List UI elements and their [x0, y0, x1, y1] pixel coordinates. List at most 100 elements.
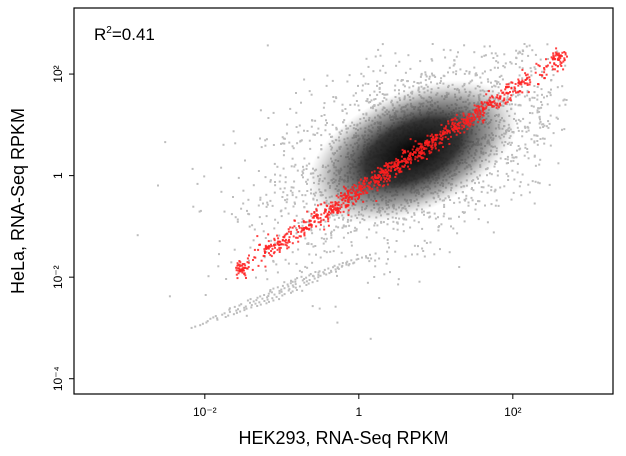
gene-point: [340, 251, 343, 254]
gene-point: [297, 131, 300, 134]
fit-point: [420, 143, 423, 146]
gene-point: [217, 265, 220, 268]
fit-point: [472, 114, 475, 117]
gene-point: [290, 291, 292, 294]
gene-point: [264, 237, 267, 239]
gene-point: [534, 53, 537, 56]
gene-point: [490, 189, 493, 192]
fit-point: [427, 143, 430, 146]
fit-point: [563, 57, 566, 60]
fit-point: [305, 227, 308, 230]
fit-point: [327, 220, 330, 223]
gene-point: [497, 61, 500, 64]
gene-point: [274, 173, 276, 176]
gene-point: [521, 85, 523, 88]
fit-point: [409, 155, 412, 158]
gene-point: [302, 200, 305, 203]
fit-point: [377, 180, 380, 183]
gene-point: [565, 99, 568, 101]
fit-point: [325, 204, 328, 207]
fit-point: [376, 182, 379, 185]
gene-point: [477, 218, 480, 221]
fit-point: [495, 104, 498, 107]
gene-point: [407, 54, 410, 57]
fit-point: [362, 191, 365, 194]
gene-point: [481, 72, 484, 75]
gene-point: [517, 118, 520, 121]
fit-point: [265, 248, 268, 250]
gene-point: [295, 214, 298, 217]
gene-point: [308, 222, 311, 225]
gene-point: [263, 256, 266, 259]
gene-point: [510, 141, 513, 144]
gene-point: [486, 174, 488, 177]
gene-point: [206, 320, 209, 323]
gene-point: [564, 64, 567, 67]
gene-point: [316, 279, 319, 282]
gene-point: [191, 167, 194, 170]
fit-point: [322, 218, 325, 221]
gene-point: [417, 245, 419, 248]
fit-point: [346, 205, 349, 208]
gene-point: [272, 144, 275, 146]
gene-point: [494, 80, 497, 83]
gene-point: [539, 126, 542, 129]
gene-point: [386, 239, 389, 241]
gene-point: [362, 75, 365, 78]
fit-point: [345, 194, 348, 197]
gene-point: [480, 190, 483, 193]
fit-point: [528, 76, 531, 79]
fit-point: [242, 266, 245, 269]
gene-point: [369, 101, 372, 103]
fit-point: [430, 133, 433, 136]
fit-point: [236, 277, 239, 280]
gene-point: [455, 55, 458, 58]
gene-point: [216, 317, 219, 320]
fit-point: [526, 76, 529, 79]
gene-point: [317, 273, 320, 276]
gene-point: [467, 204, 470, 207]
gene-point: [479, 76, 482, 79]
gene-point: [465, 70, 468, 73]
gene-point: [457, 51, 459, 54]
gene-point: [284, 176, 287, 179]
gene-point: [457, 197, 460, 200]
fit-point: [459, 121, 462, 124]
gene-point: [534, 164, 537, 167]
fit-point: [264, 246, 267, 249]
fit-point: [468, 125, 471, 128]
fit-point: [433, 138, 436, 141]
fit-point: [276, 240, 279, 243]
gene-point: [283, 287, 286, 290]
fit-point: [383, 170, 386, 173]
fit-point: [441, 138, 444, 141]
gene-point: [468, 70, 471, 73]
gene-point: [416, 82, 419, 84]
gene-point: [484, 204, 486, 207]
gene-point: [526, 91, 529, 94]
gene-point: [536, 140, 539, 142]
fit-point: [260, 259, 263, 262]
gene-point: [265, 138, 268, 141]
fit-point: [485, 105, 488, 108]
fit-point: [488, 99, 491, 102]
gene-point: [310, 215, 313, 217]
gene-point: [280, 142, 282, 145]
fit-point: [455, 119, 458, 122]
gene-point: [308, 253, 311, 256]
gene-point: [383, 237, 386, 240]
fit-point: [373, 176, 376, 179]
gene-point: [458, 215, 460, 218]
fit-point: [476, 109, 479, 112]
gene-point: [527, 54, 530, 57]
gene-point: [218, 240, 221, 243]
gene-point: [381, 82, 384, 84]
fit-point: [442, 133, 445, 136]
fit-point: [324, 210, 327, 213]
fit-point: [505, 83, 508, 86]
y-tick-label: 10²: [51, 65, 65, 82]
gene-point: [365, 100, 368, 102]
fit-point: [359, 188, 361, 191]
fit-point: [397, 159, 400, 162]
gene-point: [323, 250, 326, 253]
